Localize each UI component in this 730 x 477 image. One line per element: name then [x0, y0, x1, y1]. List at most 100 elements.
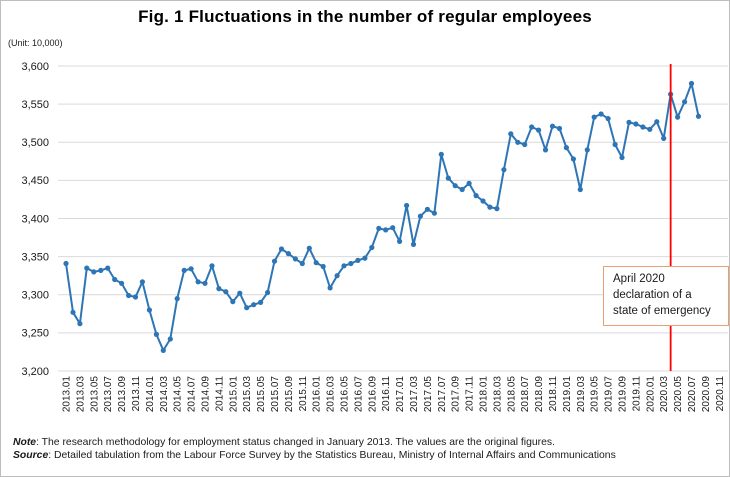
svg-text:2018.01: 2018.01 [479, 376, 490, 413]
data-point-marker [487, 204, 493, 210]
data-point-marker [202, 280, 208, 286]
data-point-marker [327, 285, 333, 291]
data-point-marker [98, 267, 104, 273]
data-point-marker [397, 238, 403, 244]
data-point-marker [188, 266, 194, 272]
data-point-marker [369, 244, 375, 251]
data-point-marker [577, 186, 583, 193]
data-point-marker [223, 289, 229, 295]
data-point-marker [70, 309, 76, 315]
data-point-marker [466, 180, 472, 186]
data-point-marker [563, 145, 570, 151]
annotation-line: April 2020 [613, 273, 665, 285]
note-text: : The research methodology for employmen… [36, 437, 555, 448]
data-point-marker [139, 279, 145, 285]
data-point-marker [480, 198, 486, 204]
data-point-marker [313, 260, 319, 266]
data-point-marker [383, 227, 389, 233]
svg-text:2015.05: 2015.05 [256, 376, 267, 413]
data-point-marker [271, 258, 278, 264]
svg-text:2015.03: 2015.03 [242, 376, 253, 413]
unit-label: (Unit: 10,000) [8, 38, 63, 48]
data-point-marker [126, 292, 132, 299]
data-point-marker [146, 307, 152, 313]
svg-text:2020.11: 2020.11 [715, 376, 726, 412]
svg-text:2019.03: 2019.03 [576, 376, 587, 413]
data-point-marker [556, 125, 563, 132]
svg-text:2018.09: 2018.09 [534, 376, 545, 413]
svg-text:2014.11: 2014.11 [214, 376, 225, 412]
data-point-marker [299, 260, 305, 267]
data-point-marker [112, 276, 118, 283]
data-point-marker [153, 331, 159, 337]
svg-text:2017.07: 2017.07 [437, 376, 448, 413]
svg-text:2015.07: 2015.07 [270, 376, 281, 413]
data-point-marker [216, 286, 222, 292]
data-point-marker [570, 156, 577, 162]
data-point-marker [417, 213, 423, 219]
svg-text:3,550: 3,550 [21, 99, 49, 111]
svg-text:2016.09: 2016.09 [367, 376, 378, 413]
data-point-marker [306, 245, 312, 251]
svg-text:2017.01: 2017.01 [395, 376, 406, 413]
data-point-marker [633, 121, 639, 127]
svg-text:2013.01: 2013.01 [62, 376, 73, 413]
annotation-line: declaration of a [613, 288, 692, 301]
data-point-marker [341, 263, 347, 269]
data-point-marker [508, 131, 514, 137]
source-line: Source: Detailed tabulation from the Lab… [13, 450, 725, 463]
source-label: Source [13, 449, 49, 461]
data-point-marker [244, 305, 250, 311]
data-point-marker [612, 141, 618, 148]
data-point-marker [84, 265, 90, 271]
data-point-marker [348, 260, 354, 267]
svg-text:3,200: 3,200 [21, 366, 49, 378]
svg-text:2019.05: 2019.05 [590, 376, 601, 413]
svg-text:2019.01: 2019.01 [562, 376, 573, 413]
employees-line-series [63, 80, 702, 353]
data-point-marker [292, 256, 298, 262]
data-point-marker [230, 299, 236, 305]
svg-text:2020.03: 2020.03 [659, 376, 670, 413]
data-point-marker [549, 123, 556, 129]
data-point-marker [258, 299, 264, 305]
svg-text:2016.07: 2016.07 [353, 376, 364, 413]
data-point-marker [174, 296, 180, 302]
data-point-marker [591, 114, 597, 120]
data-point-marker [438, 151, 444, 157]
data-point-marker [619, 154, 625, 161]
data-point-marker [640, 124, 646, 130]
note-label: Note [13, 437, 37, 448]
svg-text:2016.03: 2016.03 [326, 376, 337, 413]
data-point-marker [376, 225, 382, 231]
data-point-marker [105, 265, 111, 271]
svg-text:2014.01: 2014.01 [145, 376, 156, 413]
svg-text:2019.09: 2019.09 [618, 376, 629, 413]
svg-text:3,400: 3,400 [21, 213, 49, 225]
data-point-marker [265, 289, 271, 296]
svg-text:2013.03: 2013.03 [75, 376, 86, 413]
svg-text:2017.03: 2017.03 [409, 376, 420, 413]
svg-text:2017.09: 2017.09 [451, 376, 462, 413]
svg-text:2019.07: 2019.07 [604, 376, 615, 413]
data-point-marker [320, 263, 326, 270]
svg-text:2020.01: 2020.01 [645, 376, 656, 413]
svg-text:2015.11: 2015.11 [298, 376, 309, 412]
data-point-marker [132, 294, 139, 300]
svg-text:2014.07: 2014.07 [187, 376, 198, 413]
svg-text:2013.09: 2013.09 [117, 376, 128, 413]
data-point-marker [675, 114, 681, 120]
data-point-marker [626, 119, 632, 125]
svg-text:2014.05: 2014.05 [173, 376, 184, 413]
data-point-marker [237, 290, 243, 296]
data-point-marker [536, 127, 542, 133]
svg-text:2020.05: 2020.05 [673, 376, 684, 413]
data-point-marker [404, 202, 410, 209]
svg-text:2018.11: 2018.11 [548, 376, 559, 412]
data-point-marker [251, 302, 257, 308]
data-point-marker [494, 206, 500, 212]
svg-text:2016.01: 2016.01 [312, 376, 323, 413]
data-point-marker [167, 336, 173, 342]
svg-text:2015.09: 2015.09 [284, 376, 295, 413]
